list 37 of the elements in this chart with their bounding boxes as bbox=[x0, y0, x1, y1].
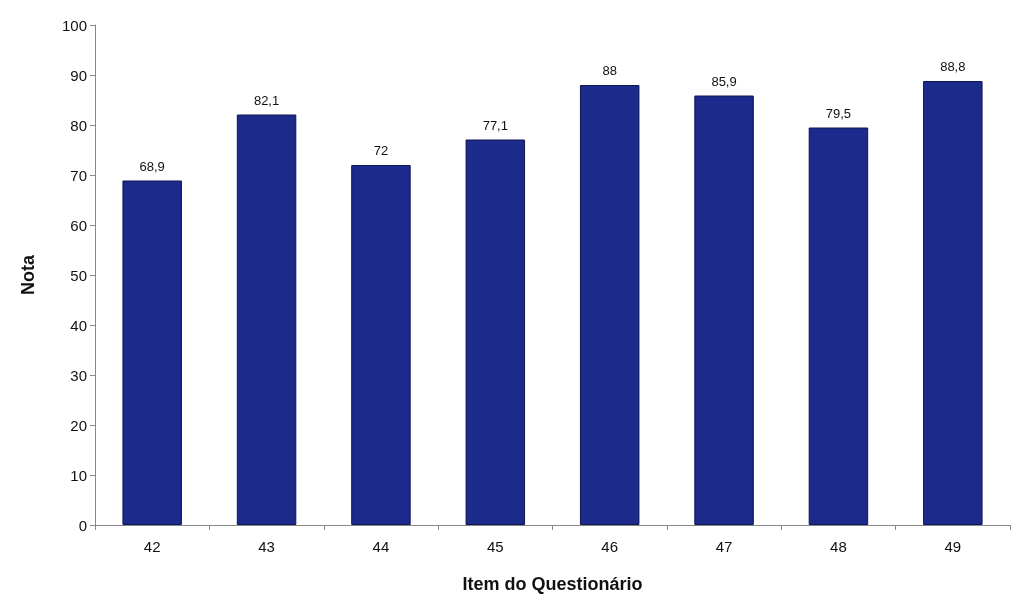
x-axis-title: Item do Questionário bbox=[462, 574, 643, 594]
data-label: 85,9 bbox=[711, 73, 737, 89]
y-tick-label: 20 bbox=[70, 416, 87, 434]
y-tick-label: 0 bbox=[78, 516, 87, 534]
y-tick-label: 100 bbox=[61, 16, 87, 34]
y-tick-label: 10 bbox=[70, 466, 87, 484]
bar bbox=[465, 139, 526, 525]
x-tick-label: 44 bbox=[372, 538, 390, 555]
y-tick-label: 60 bbox=[70, 216, 87, 234]
bar bbox=[122, 180, 182, 525]
y-tick-label: 70 bbox=[70, 166, 87, 184]
x-tick-label: 48 bbox=[830, 538, 847, 555]
y-tick-label: 50 bbox=[70, 266, 87, 284]
y-axis-title: Nota bbox=[18, 254, 38, 295]
bar bbox=[236, 114, 297, 525]
x-tick-label: 47 bbox=[715, 538, 733, 555]
bar bbox=[808, 127, 869, 525]
bar bbox=[351, 165, 411, 525]
data-label: 68,9 bbox=[139, 158, 165, 174]
y-tick-label: 90 bbox=[70, 66, 87, 84]
data-label: 77,1 bbox=[482, 117, 508, 133]
data-label: 88 bbox=[602, 63, 617, 78]
data-label: 82,1 bbox=[253, 92, 280, 108]
y-tick-label: 80 bbox=[70, 116, 87, 134]
x-tick-label: 42 bbox=[143, 538, 161, 555]
data-label: 79,5 bbox=[825, 105, 852, 121]
x-tick-label: 43 bbox=[258, 538, 275, 555]
data-label: 88,8 bbox=[940, 59, 966, 74]
bar bbox=[694, 95, 754, 525]
x-tick-label: 49 bbox=[944, 538, 962, 555]
y-tick-label: 40 bbox=[70, 316, 87, 334]
y-tick-label: 30 bbox=[70, 366, 87, 384]
x-tick-label: 45 bbox=[486, 538, 504, 555]
x-tick-label: 46 bbox=[601, 538, 619, 555]
bar bbox=[923, 81, 983, 525]
data-label: 72 bbox=[373, 143, 389, 158]
bar bbox=[579, 85, 640, 525]
